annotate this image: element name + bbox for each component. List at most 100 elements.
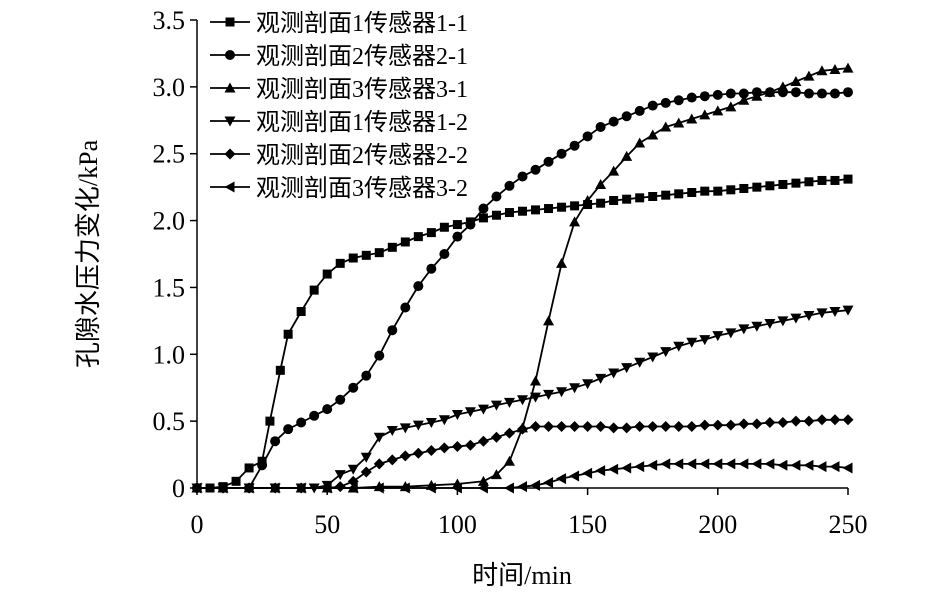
data-point	[738, 88, 749, 99]
data-point	[438, 442, 450, 454]
data-point	[270, 436, 281, 447]
data-point	[661, 190, 671, 200]
data-point	[386, 426, 398, 437]
data-point	[426, 263, 437, 274]
data-point	[778, 179, 788, 189]
data-point	[451, 482, 462, 494]
data-point	[374, 248, 384, 258]
data-point	[660, 458, 671, 470]
data-point	[295, 482, 306, 494]
data-point	[569, 420, 581, 432]
data-point	[439, 222, 449, 232]
legend-item: 观测剖面1传感器1-1	[210, 10, 468, 37]
data-point	[700, 186, 710, 196]
data-point	[673, 458, 684, 470]
data-point	[621, 363, 633, 374]
data-point	[635, 193, 645, 203]
data-point	[373, 432, 385, 443]
data-point	[764, 458, 775, 470]
data-point	[478, 203, 489, 214]
data-point	[491, 210, 501, 220]
data-point	[842, 414, 854, 426]
data-point	[829, 461, 840, 473]
data-point	[569, 140, 580, 151]
data-point	[752, 182, 762, 192]
data-point	[283, 424, 294, 435]
data-point	[439, 249, 450, 259]
data-point	[634, 137, 646, 148]
data-point	[347, 482, 358, 494]
data-point	[790, 415, 802, 427]
data-point	[660, 347, 672, 358]
data-point	[275, 365, 285, 375]
data-point	[830, 175, 840, 185]
data-point	[464, 407, 476, 418]
data-point	[608, 165, 620, 176]
legend-marker	[224, 82, 236, 93]
y-tick-label: 0	[172, 474, 185, 503]
y-tick-label: 3.0	[153, 73, 186, 102]
data-point	[265, 416, 275, 426]
data-point	[322, 269, 332, 279]
y-tick-label: 2.5	[153, 140, 186, 169]
data-point	[803, 415, 815, 427]
data-point	[503, 427, 515, 439]
data-point	[686, 113, 698, 124]
data-point	[556, 257, 568, 268]
data-point	[699, 419, 711, 431]
legend-label: 观测剖面2传感器2-1	[256, 43, 468, 70]
data-point	[425, 445, 437, 457]
data-point	[348, 382, 359, 393]
data-point	[647, 352, 659, 363]
data-point	[673, 341, 685, 352]
data-point	[544, 204, 554, 214]
data-point	[517, 481, 527, 493]
data-point	[244, 463, 254, 473]
data-point	[243, 482, 254, 494]
data-point	[490, 400, 502, 411]
data-point	[451, 441, 463, 453]
series-6	[191, 458, 853, 494]
data-point	[674, 189, 684, 199]
data-point	[477, 435, 489, 447]
legend-item: 观测剖面3传感器3-2	[210, 175, 468, 202]
data-point	[816, 88, 827, 99]
data-point	[334, 481, 346, 493]
data-point	[739, 183, 749, 193]
data-point	[777, 81, 789, 92]
data-point	[765, 181, 775, 191]
data-point	[842, 62, 854, 73]
data-point	[373, 458, 385, 470]
legend-marker	[224, 148, 236, 160]
data-point	[556, 420, 568, 432]
data-point	[817, 175, 827, 185]
series-line	[197, 418, 848, 489]
data-point	[777, 316, 789, 327]
data-point	[503, 482, 514, 494]
data-point	[842, 305, 854, 316]
data-point	[296, 306, 306, 316]
data-point	[531, 205, 541, 215]
data-point	[569, 383, 581, 394]
legend-marker	[224, 181, 235, 193]
data-point	[386, 454, 398, 466]
legend-marker	[225, 17, 235, 27]
data-point	[503, 455, 515, 466]
y-tick-label: 2.0	[153, 207, 186, 236]
data-point	[738, 94, 750, 105]
data-point	[517, 171, 528, 182]
data-point	[738, 324, 750, 335]
data-point	[803, 459, 814, 471]
data-point	[569, 216, 581, 227]
data-point	[595, 373, 607, 384]
x-tick-label: 0	[191, 510, 204, 539]
data-point	[400, 237, 410, 247]
data-point	[348, 253, 358, 263]
data-point	[738, 418, 750, 430]
data-point	[608, 422, 620, 434]
data-point	[634, 461, 645, 473]
data-point	[477, 404, 489, 415]
data-point	[660, 420, 672, 432]
x-tick-label: 250	[829, 510, 868, 539]
